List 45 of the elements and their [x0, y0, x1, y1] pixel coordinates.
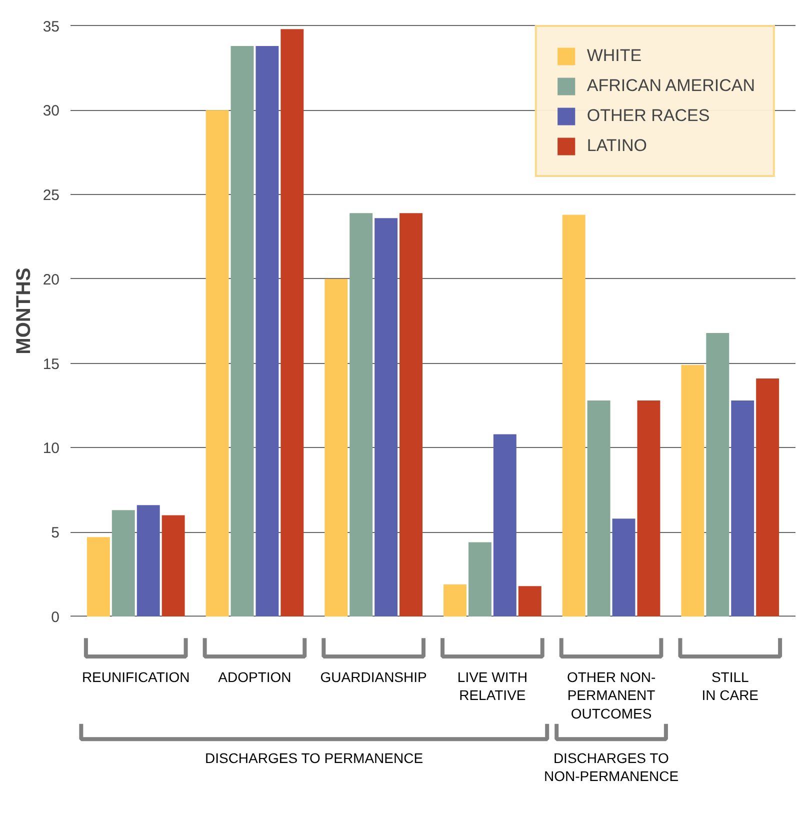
bar	[706, 332, 730, 616]
legend-label: OTHER RACES	[586, 106, 710, 126]
legend-label: LATINO	[586, 136, 647, 156]
bar	[374, 218, 398, 616]
x-tick-label: ADOPTION	[218, 668, 292, 685]
bar	[350, 213, 373, 616]
x-tick-label: STILL IN CARE	[702, 668, 759, 704]
text: DISCHARGES TO NON-PERMANENCE	[544, 750, 679, 784]
bar	[112, 510, 135, 616]
bar	[256, 46, 279, 616]
bar	[518, 586, 542, 616]
bar	[587, 400, 610, 616]
bar	[444, 584, 466, 616]
bar	[162, 515, 185, 616]
bar	[681, 365, 704, 616]
x-tick-label: LIVE WITH RELATIVE	[457, 668, 528, 704]
y-tick-label: 5	[51, 524, 60, 542]
bar	[86, 537, 110, 616]
bar	[493, 434, 516, 616]
x-tick-label: OTHER NON- PERMANENT OUTCOMES	[566, 668, 656, 722]
bar	[612, 518, 636, 616]
bar	[206, 110, 229, 616]
bar	[637, 400, 660, 616]
y-tick-label: 10	[42, 440, 60, 458]
bar	[562, 214, 586, 616]
bar	[280, 29, 304, 616]
legend-label: WHITE	[586, 46, 642, 66]
y-tick-label: 0	[51, 609, 60, 626]
y-tick-label: 20	[42, 271, 60, 288]
legend-label: AFRICAN AMERICAN	[586, 76, 755, 96]
x-tick-label: GUARDIANSHIP	[320, 668, 427, 685]
text: DISCHARGES TO PERMANENCE	[204, 750, 424, 766]
y-tick-label: 35	[42, 18, 60, 36]
bar	[756, 378, 780, 616]
bar	[324, 278, 348, 616]
bar	[400, 213, 422, 616]
bar	[136, 505, 160, 616]
y-tick-label: 15	[42, 356, 60, 373]
y-tick-label: 25	[42, 187, 60, 204]
y-tick-label: 30	[42, 102, 60, 120]
bar	[468, 542, 492, 616]
bar	[731, 400, 754, 616]
bar	[230, 46, 254, 616]
x-tick-label: REUNIFICATION	[82, 668, 190, 685]
y-axis-title: MONTHS	[12, 268, 35, 354]
